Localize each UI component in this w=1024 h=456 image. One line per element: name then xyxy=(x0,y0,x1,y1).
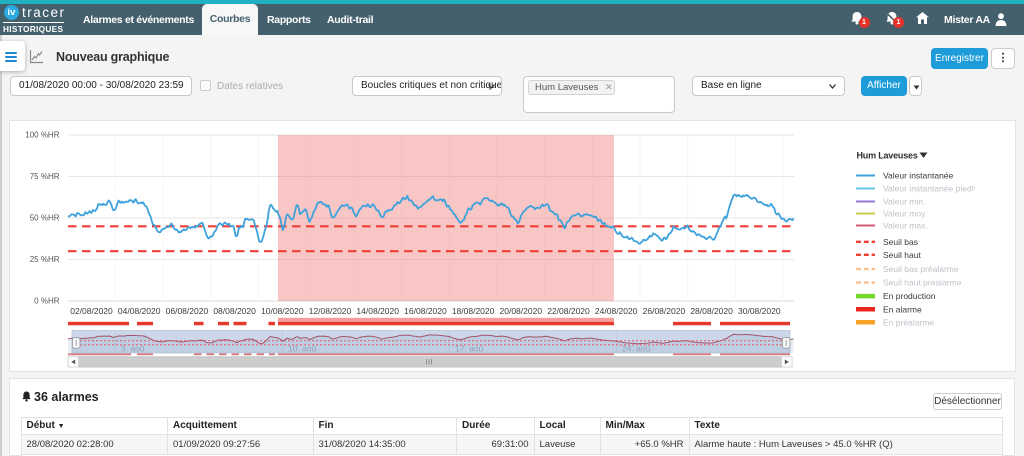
svg-text:Valeur moy.: Valeur moy. xyxy=(883,209,927,219)
svg-text:Seuil haut préalarme: Seuil haut préalarme xyxy=(883,278,962,288)
svg-text:25 %HR: 25 %HR xyxy=(30,255,60,264)
svg-text:Valeur instantanée piedᵖ: Valeur instantanée piedᵖ xyxy=(883,184,975,194)
svg-text:24. aoû: 24. aoû xyxy=(622,344,651,354)
svg-text:Valeur max.: Valeur max. xyxy=(883,221,928,231)
svg-text:14/08/2020: 14/08/2020 xyxy=(356,306,399,316)
svg-text:En préalarme: En préalarme xyxy=(883,317,934,327)
svg-text:16/08/2020: 16/08/2020 xyxy=(404,306,447,316)
svg-text:10. aoû: 10. aoû xyxy=(288,344,317,354)
svg-text:75 %HR: 75 %HR xyxy=(30,172,60,181)
svg-text:02/08/2020: 02/08/2020 xyxy=(70,306,113,316)
svg-text:18/08/2020: 18/08/2020 xyxy=(452,306,495,316)
svg-text:En production: En production xyxy=(883,291,936,301)
svg-text:08/08/2020: 08/08/2020 xyxy=(213,306,256,316)
svg-text:Valeur instantanée: Valeur instantanée xyxy=(883,171,954,181)
svg-text:100 %HR: 100 %HR xyxy=(25,131,59,140)
svg-text:En alarme: En alarme xyxy=(883,304,922,314)
svg-text:17. aoû: 17. aoû xyxy=(455,344,484,354)
svg-text:22/08/2020: 22/08/2020 xyxy=(547,306,590,316)
svg-text:Hum Laveuses: Hum Laveuses xyxy=(857,151,918,161)
svg-text:Valeur min.: Valeur min. xyxy=(883,197,925,207)
svg-text:06/08/2020: 06/08/2020 xyxy=(166,306,209,316)
svg-text:Seuil haut: Seuil haut xyxy=(883,250,921,260)
svg-text:50 %HR: 50 %HR xyxy=(30,214,60,223)
svg-text:24/08/2020: 24/08/2020 xyxy=(595,306,638,316)
svg-text:10/08/2020: 10/08/2020 xyxy=(261,306,304,316)
svg-text:0 %HR: 0 %HR xyxy=(34,297,60,306)
svg-text:26/08/2020: 26/08/2020 xyxy=(643,306,686,316)
svg-text:12/08/2020: 12/08/2020 xyxy=(309,306,352,316)
svg-text:28/08/2020: 28/08/2020 xyxy=(690,306,733,316)
svg-text:20/08/2020: 20/08/2020 xyxy=(500,306,543,316)
svg-text:Seuil bas: Seuil bas xyxy=(883,237,918,247)
svg-text:3. aoû: 3. aoû xyxy=(121,344,145,354)
svg-text:30/08/2020: 30/08/2020 xyxy=(738,306,781,316)
svg-text:Seuil bas préalarme: Seuil bas préalarme xyxy=(883,264,959,274)
svg-text:04/08/2020: 04/08/2020 xyxy=(118,306,161,316)
